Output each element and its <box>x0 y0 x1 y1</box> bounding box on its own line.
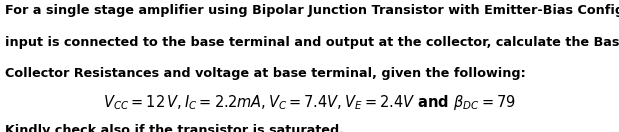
Text: Collector Resistances and voltage at base terminal, given the following:: Collector Resistances and voltage at bas… <box>5 67 526 80</box>
Text: For a single stage amplifier using Bipolar Junction Transistor with Emitter-Bias: For a single stage amplifier using Bipol… <box>5 4 619 17</box>
Text: $V_{CC} = 12\,V, I_C = 2.2mA, V_C = 7.4V, V_E = 2.4V$ and $\beta_{DC} = 79$: $V_{CC} = 12\,V, I_C = 2.2mA, V_C = 7.4V… <box>103 93 516 112</box>
Text: input is connected to the base terminal and output at the collector, calculate t: input is connected to the base terminal … <box>5 36 619 49</box>
Text: Kindly check also if the transistor is saturated.: Kindly check also if the transistor is s… <box>5 124 344 132</box>
